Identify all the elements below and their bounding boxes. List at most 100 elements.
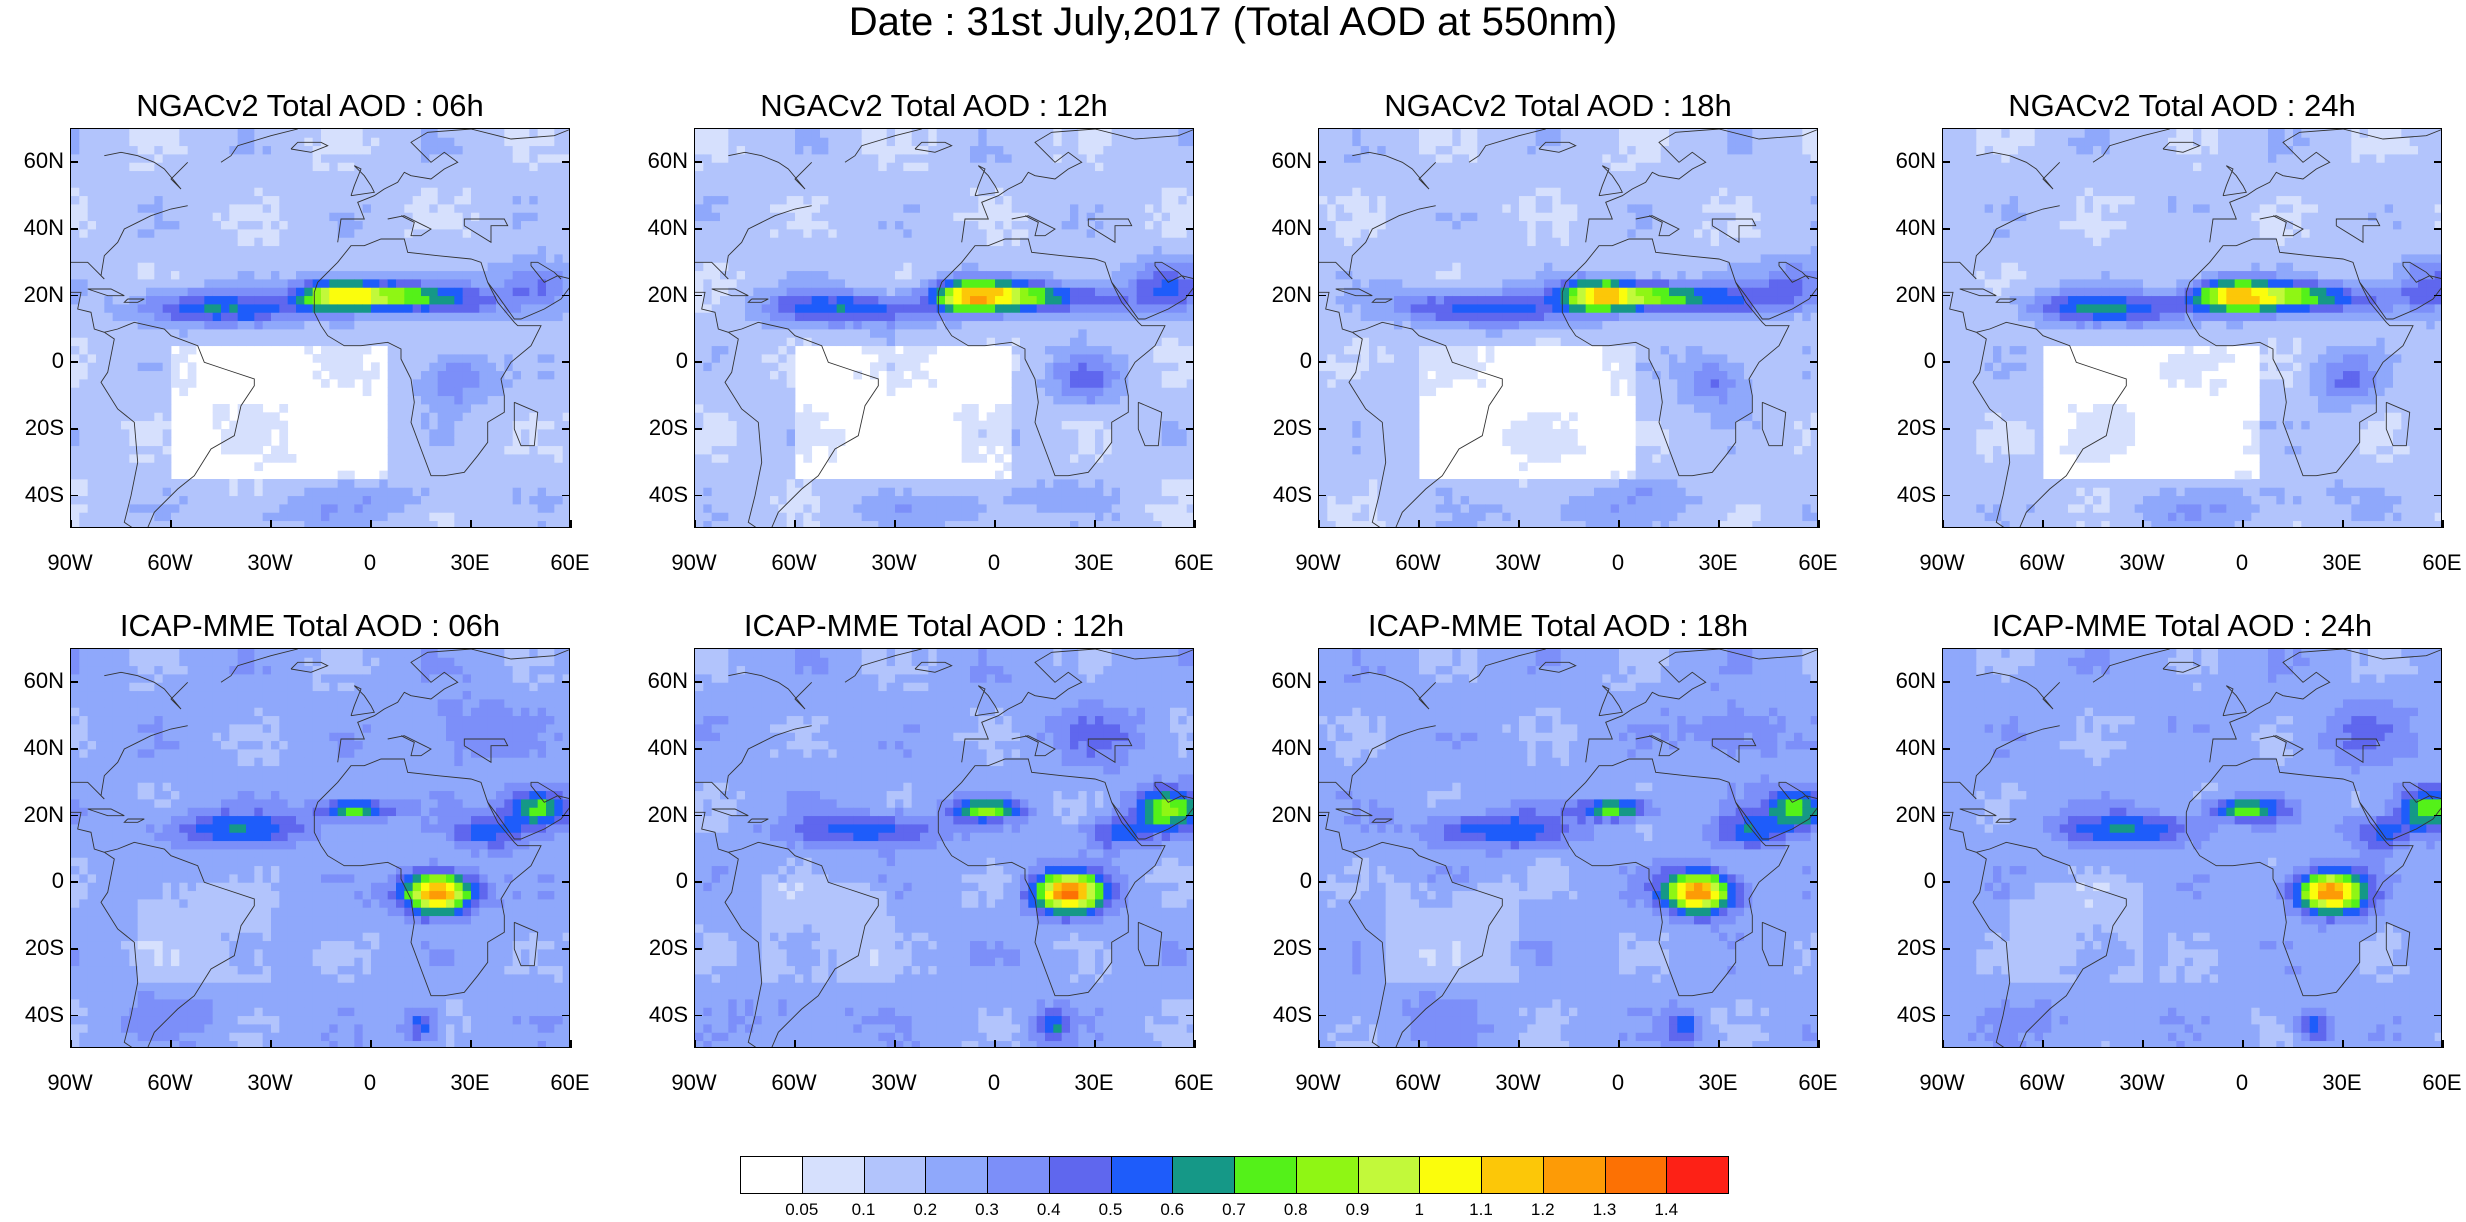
coastline-4 (2162, 661, 2201, 673)
colorbar-swatch (1357, 1156, 1421, 1194)
lat-tick-mark (2434, 681, 2442, 683)
lon-tick-label: 90W (1902, 1071, 1982, 1095)
lat-tick-label: 0 (1866, 869, 1936, 893)
coastline-9 (728, 151, 813, 190)
lat-tick-mark (70, 161, 78, 163)
coastline-8 (123, 818, 145, 823)
lat-tick-mark (1942, 748, 1950, 750)
colorbar-swatch (1048, 1156, 1112, 1194)
lat-tick-mark (70, 881, 78, 883)
coastline-11 (1111, 282, 1193, 320)
lat-tick-label: 40N (618, 736, 688, 760)
lat-tick-mark (562, 948, 570, 950)
colorbar-label: 0.3 (957, 1200, 1017, 1220)
coastline-7 (1335, 288, 1373, 297)
lon-tick-mark (270, 520, 272, 528)
coastline-5 (1943, 725, 2060, 800)
coastline-5 (695, 205, 812, 280)
colorbar-label: 0.7 (1204, 1200, 1264, 1220)
coastline-8 (747, 818, 769, 823)
coastline-9 (1976, 671, 2061, 710)
panel-title: NGACv2 Total AOD : 12h (684, 88, 1184, 124)
coastline-7 (87, 808, 125, 817)
lon-tick-label: 30W (854, 551, 934, 575)
lon-tick-mark (1942, 520, 1944, 528)
panel-title: ICAP-MME Total AOD : 12h (684, 608, 1184, 644)
lon-tick-mark (1718, 1040, 1720, 1048)
map-panel-icap-18h: ICAP-MME Total AOD : 18h 60N 40N 20N 0 20S 40S… (1248, 608, 1838, 1108)
coastline-14 (1087, 218, 1133, 244)
colorbar-label: 0.1 (834, 1200, 894, 1220)
colorbar-swatch (1481, 1156, 1544, 1194)
lon-tick-mark (1618, 520, 1620, 528)
lat-tick-label: 0 (1242, 349, 1312, 373)
lat-tick-mark (1186, 748, 1194, 750)
lat-tick-mark (2434, 361, 2442, 363)
lat-tick-mark (2434, 494, 2442, 497)
lon-tick-label: 30W (1478, 1071, 1558, 1095)
lon-tick-mark (1818, 1040, 1820, 1048)
lon-tick-label: 60W (2002, 551, 2082, 575)
lat-tick-mark (562, 361, 570, 363)
lat-tick-mark (1186, 161, 1194, 163)
coastline-12 (1778, 261, 1817, 283)
coastline-0 (724, 841, 879, 1047)
lon-tick-mark (570, 1040, 572, 1048)
coastline-7 (711, 808, 749, 817)
coastline-14 (463, 738, 509, 764)
colorbar-label: 1.4 (1636, 1200, 1696, 1220)
lat-tick-label: 60N (618, 149, 688, 173)
coastline-5 (1319, 205, 1436, 280)
lat-tick-mark (562, 814, 570, 817)
lat-tick-mark (1942, 494, 1950, 497)
lon-tick-label: 60E (1154, 1071, 1234, 1095)
lat-tick-mark (1318, 361, 1326, 363)
lat-tick-label: 20N (0, 282, 64, 307)
coastline-14 (1087, 738, 1133, 764)
colorbar-label: 1.3 (1575, 1200, 1635, 1220)
coastline-2 (2209, 129, 2441, 243)
colorbar-label: 1.1 (1451, 1200, 1511, 1220)
lat-tick-mark (1810, 294, 1818, 297)
lon-tick-mark (794, 520, 796, 528)
lon-tick-mark (1418, 1040, 1420, 1048)
map-panel-icap-12h: ICAP-MME Total AOD : 12h 60N 40N 20N 0 20S 40S… (624, 608, 1214, 1108)
lon-tick-label: 30W (230, 1071, 310, 1095)
aod-map (70, 648, 570, 1048)
lon-tick-mark (1194, 520, 1196, 528)
lon-tick-label: 60E (530, 551, 610, 575)
lat-tick-label: 0 (1866, 349, 1936, 373)
lat-tick-mark (694, 748, 702, 750)
coastline-9 (104, 671, 189, 710)
colorbar-label: 0.4 (1019, 1200, 1079, 1220)
lat-tick-mark (1810, 494, 1818, 497)
lat-tick-mark (1810, 681, 1818, 683)
coastline-5 (71, 205, 188, 280)
lat-tick-mark (1186, 881, 1194, 883)
coastline-15 (387, 735, 432, 757)
lat-tick-mark (1186, 228, 1194, 230)
coastline-9 (1352, 671, 1437, 710)
lon-tick-mark (2442, 520, 2444, 528)
lon-tick-label: 60E (1154, 551, 1234, 575)
coastline-6 (1943, 811, 1977, 853)
lon-tick-mark (1942, 1040, 1944, 1048)
lat-tick-label: 20N (1866, 802, 1936, 827)
lon-tick-mark (2342, 1040, 2344, 1048)
lat-tick-mark (694, 1014, 702, 1017)
lon-tick-label: 30E (2302, 1071, 2382, 1095)
lat-tick-label: 40S (0, 482, 64, 507)
coastline-3 (2222, 685, 2247, 717)
coastline-11 (2359, 282, 2441, 320)
lon-tick-mark (370, 520, 372, 528)
lat-tick-mark (1186, 494, 1194, 497)
coastline-0 (100, 841, 255, 1047)
lat-tick-label: 0 (618, 869, 688, 893)
coastline-4 (1538, 661, 1577, 673)
lat-tick-mark (2434, 748, 2442, 750)
coastline-14 (1711, 738, 1757, 764)
coastline-1 (2185, 758, 2414, 997)
lat-tick-mark (2434, 428, 2442, 430)
coastline-2 (337, 129, 569, 243)
lat-tick-mark (1810, 814, 1818, 817)
